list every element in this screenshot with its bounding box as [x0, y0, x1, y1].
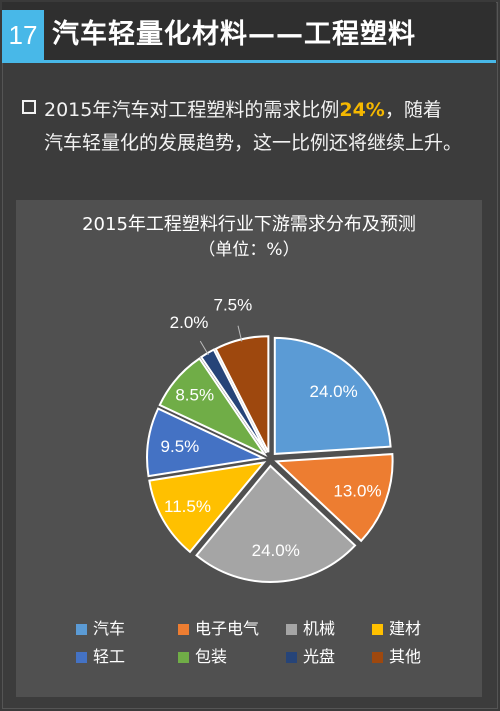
- leader-line-7: [237, 325, 243, 342]
- legend-item-5: 包装: [178, 646, 227, 668]
- pie-slice-1: [274, 453, 394, 543]
- pie-slice-0: [273, 336, 392, 455]
- chart-subtitle: （单位：%）: [198, 240, 300, 260]
- legend-item-3: 建材: [372, 618, 421, 640]
- slice-label-5: 8.5%: [175, 386, 214, 405]
- bullet-line2: 汽车轻量化的发展趋势，这一比例还将继续上升。: [44, 132, 463, 154]
- legend-swatch-6: [286, 652, 297, 663]
- legend-item-1: 电子电气: [178, 618, 259, 640]
- pie-slice-3: [148, 461, 267, 554]
- legend-label-4: 轻工: [93, 647, 126, 666]
- slice-label-2: 24.0%: [252, 541, 300, 560]
- legend-label-2: 机械: [303, 619, 336, 638]
- slide-header: [2, 2, 496, 60]
- slice-label-0: 24.0%: [310, 382, 358, 401]
- legend-item-2: 机械: [286, 618, 335, 640]
- pie-slice-4: [146, 407, 267, 478]
- legend-label-3: 建材: [389, 619, 422, 638]
- slice-label-7: 7.5%: [214, 295, 253, 314]
- legend-swatch-3: [372, 624, 383, 635]
- slide-number: 17: [2, 10, 44, 60]
- legend-item-7: 其他: [372, 646, 421, 668]
- slice-label-4: 9.5%: [161, 437, 200, 456]
- legend-label-6: 光盘: [303, 647, 336, 666]
- legend-item-4: 轻工: [76, 646, 125, 668]
- legend-item-6: 光盘: [286, 646, 335, 668]
- legend-swatch-0: [76, 624, 87, 635]
- slice-label-6: 2.0%: [170, 313, 209, 332]
- slice-label-3: 11.5%: [164, 497, 211, 516]
- legend-swatch-5: [178, 652, 189, 663]
- bullet-highlight: 24%: [339, 99, 385, 121]
- legend-swatch-4: [76, 652, 87, 663]
- bullet-part2: ，随着: [384, 99, 442, 121]
- legend-swatch-2: [286, 624, 297, 635]
- bullet-text: 2015年汽车对工程塑料的需求比例24%，随着 汽车轻量化的发展趋势，这一比例还…: [22, 94, 482, 160]
- legend-label-1: 电子电气: [195, 619, 260, 638]
- slice-label-1: 13.0%: [333, 482, 381, 501]
- leader-line-6: [199, 340, 209, 356]
- pie-slice-5: [158, 357, 268, 457]
- legend-label-5: 包装: [195, 647, 228, 666]
- legend-swatch-1: [178, 624, 189, 635]
- chart-panel: 2015年工程塑料行业下游需求分布及预测 （单位：%） 24.0% 13.0% 24…: [16, 200, 482, 697]
- pie-chart: 24.0% 13.0% 24.0% 11.5% 9.5% 8.5% 2.0% 7.5%: [146, 295, 394, 583]
- legend-swatch-7: [372, 652, 383, 663]
- square-bullet-icon: [22, 100, 36, 114]
- slide-title: 汽车轻量化材料——工程塑料: [52, 19, 416, 50]
- bullet-part1: 2015年汽车对工程塑料的需求比例: [44, 99, 340, 121]
- header-accent-bar: [2, 60, 496, 63]
- pie-slice-2: [195, 464, 357, 583]
- legend-label-0: 汽车: [93, 619, 126, 638]
- legend-label-7: 其他: [389, 647, 422, 666]
- chart-title: 2015年工程塑料行业下游需求分布及预测: [82, 214, 416, 235]
- legend-item-0: 汽车: [76, 618, 125, 640]
